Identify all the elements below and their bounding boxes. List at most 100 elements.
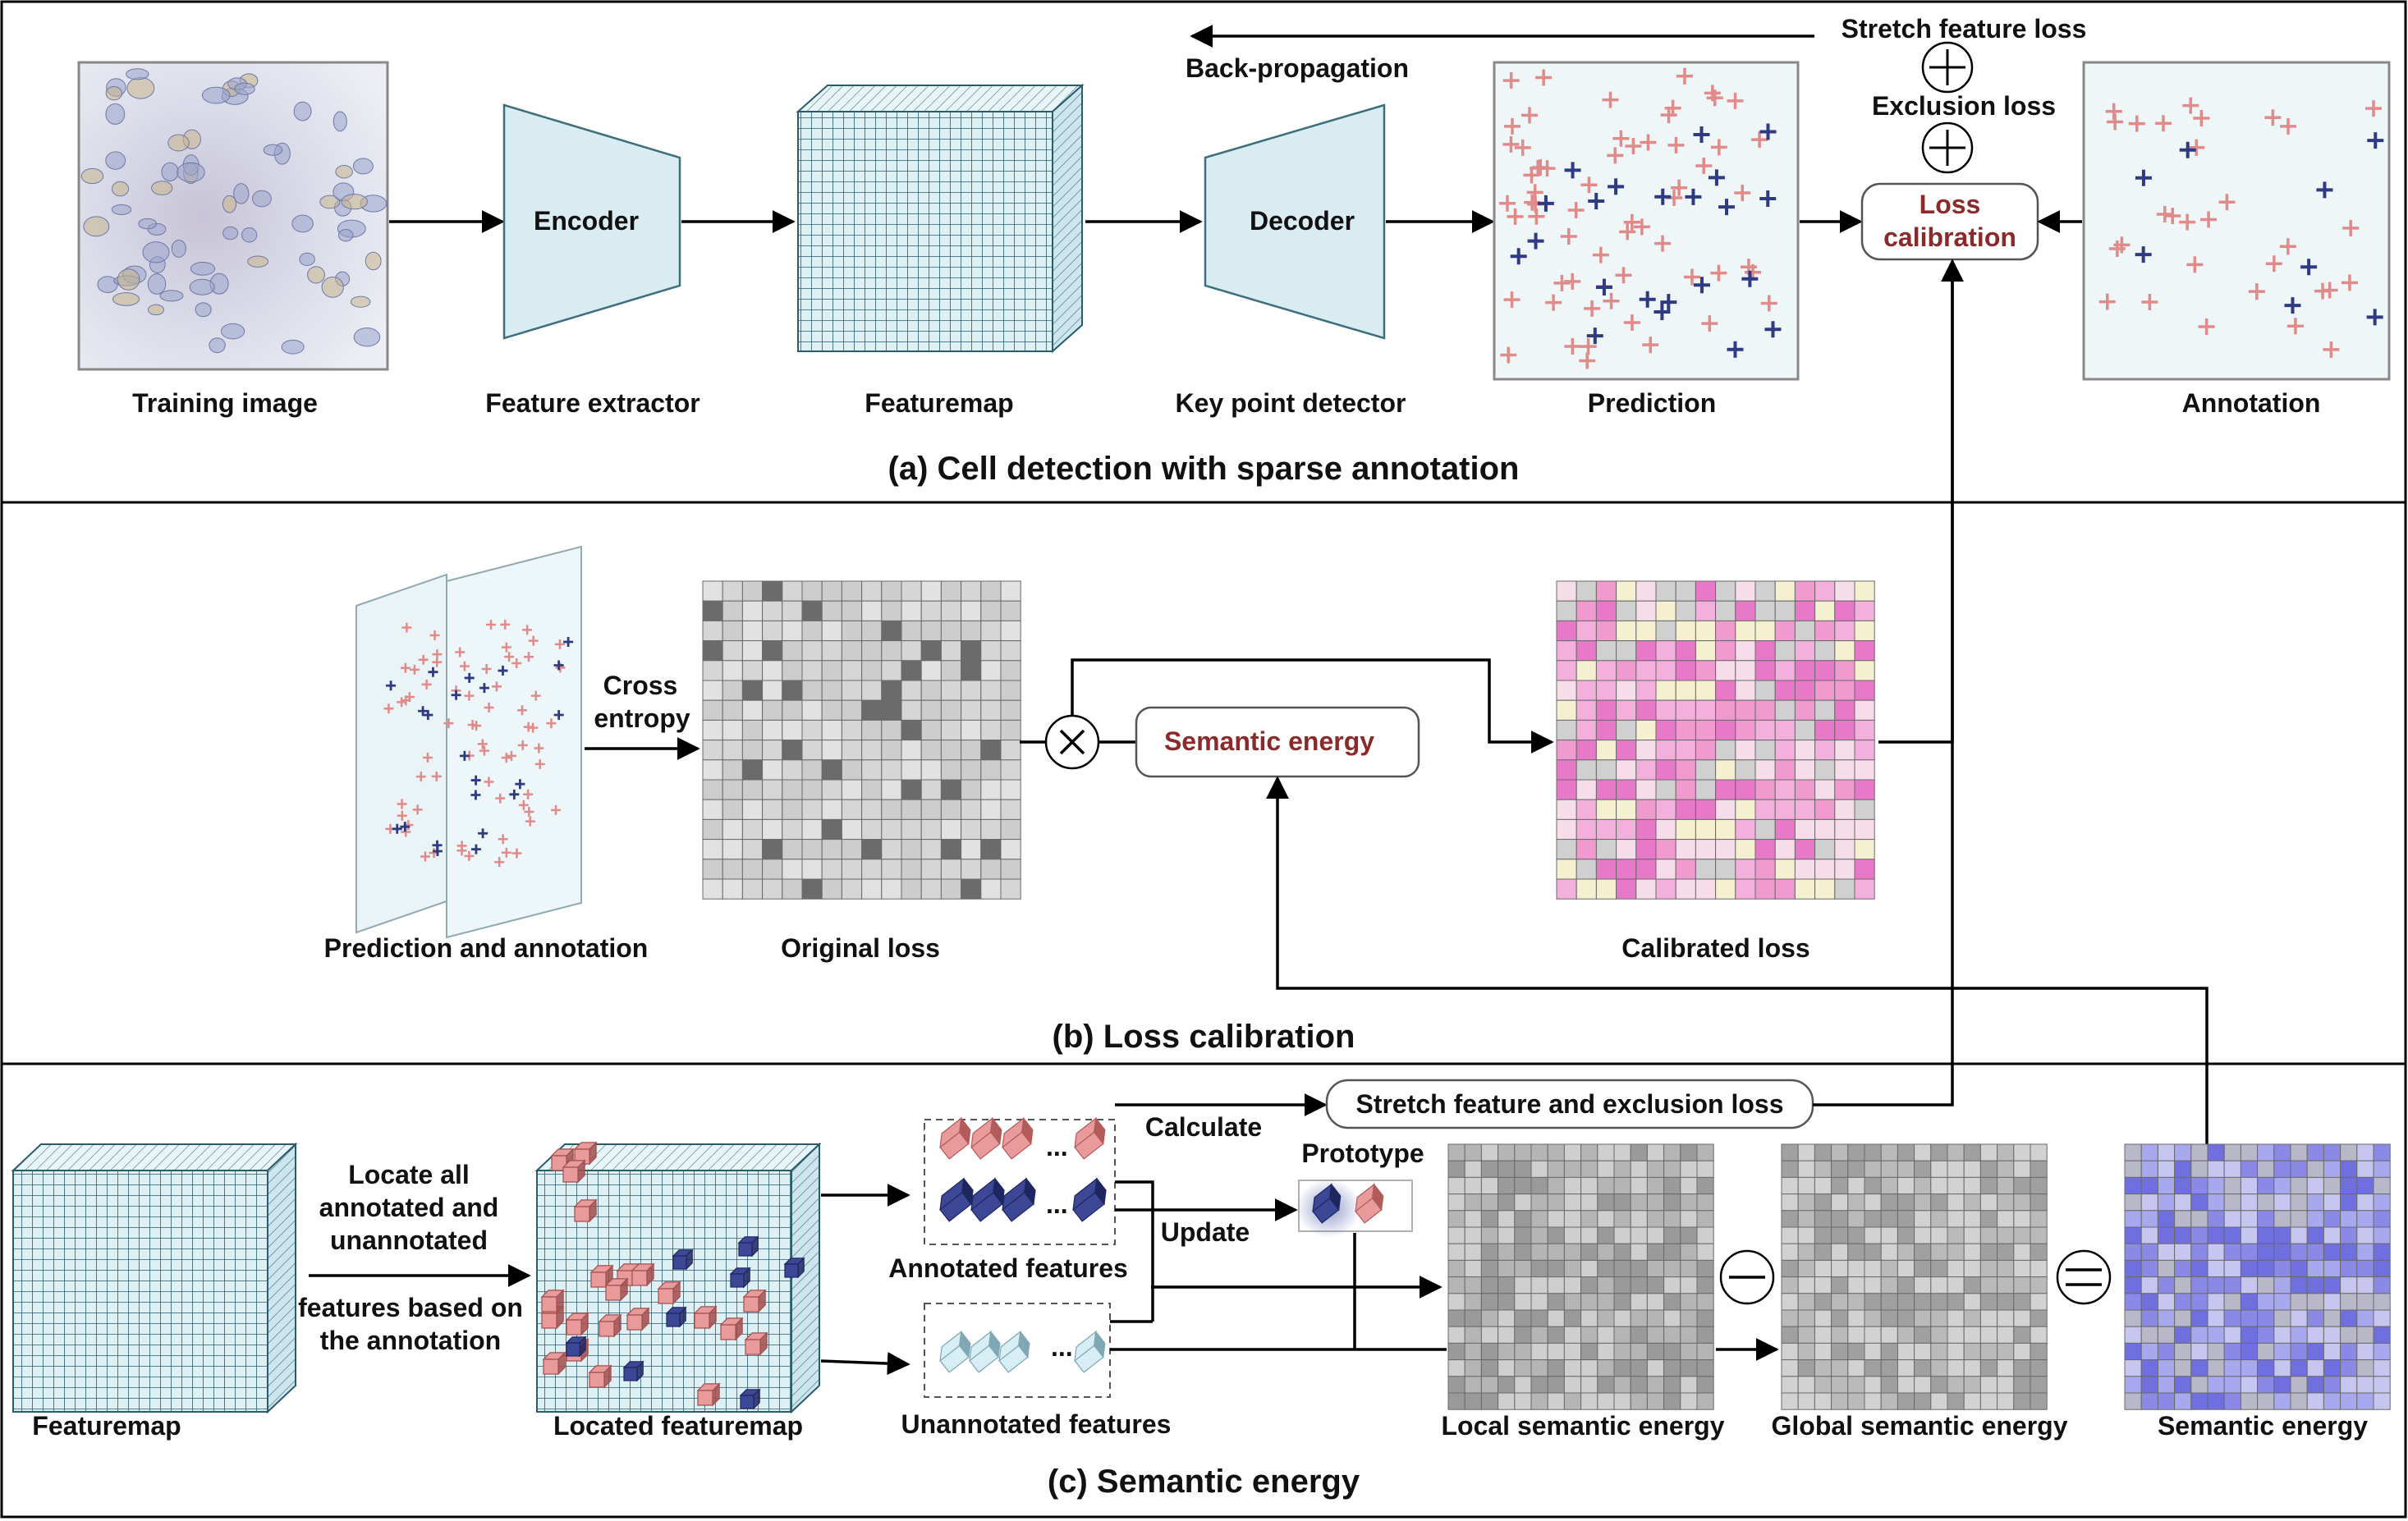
- grid-cell: [1774, 719, 1796, 741]
- grid-cell: [2240, 1259, 2259, 1278]
- grid-cell: [1831, 1326, 1849, 1344]
- grid-cell: [881, 680, 902, 701]
- grid-cell: [1696, 1143, 1714, 1161]
- marker-plus: [553, 660, 564, 671]
- grid-cell: [1613, 1259, 1631, 1278]
- cross-entropy-line2: entropy: [594, 703, 690, 733]
- annotated-features-label: Annotated features: [888, 1253, 1128, 1283]
- marker-plus: [1615, 267, 1632, 284]
- grid-cell: [1897, 1326, 1915, 1344]
- grid-cell: [2257, 1276, 2275, 1294]
- grid-cell: [2124, 1160, 2142, 1178]
- grid-cell: [1580, 1243, 1598, 1261]
- grid-cell: [1794, 779, 1816, 800]
- grid-cell: [2340, 1359, 2358, 1377]
- grid-cell: [1947, 1309, 1965, 1327]
- grid-cell: [2290, 1326, 2308, 1344]
- marker-plus: [418, 654, 429, 665]
- grid-cell: [1847, 1309, 1865, 1327]
- grid-cell: [1797, 1226, 1815, 1244]
- grid-cell: [782, 839, 803, 860]
- grid-cell: [1947, 1160, 1965, 1178]
- grid-cell: [1663, 1226, 1681, 1244]
- grid-cell: [1715, 719, 1736, 741]
- grid-cell: [762, 600, 783, 621]
- grid-cell: [1695, 660, 1717, 681]
- grid-cell: [920, 719, 942, 741]
- encoder-trapezoid: [502, 103, 681, 340]
- grid-cell: [920, 600, 942, 621]
- back-propagation-label: Back-propagation: [1186, 53, 1409, 83]
- grid-cell: [1834, 818, 1855, 841]
- cube-icon: [658, 1288, 674, 1304]
- featuremap-cube-c: [11, 1142, 298, 1414]
- grid-cell: [1675, 878, 1696, 900]
- grid-cell: [2373, 1160, 2391, 1178]
- grid-cell: [1464, 1392, 1482, 1410]
- grid-cell: [2273, 1160, 2291, 1178]
- cube-icon: [566, 1342, 580, 1357]
- grid-cell: [2373, 1326, 2391, 1344]
- grid-cell: [940, 839, 962, 860]
- grid-cell: [1556, 779, 1577, 800]
- grid-cell: [2257, 1259, 2275, 1278]
- grid-cell: [901, 878, 922, 900]
- grid-cell: [2340, 1376, 2358, 1394]
- grid-cell: [961, 740, 982, 761]
- grid-cell: [1675, 839, 1696, 860]
- grid-cell: [1613, 1193, 1631, 1212]
- grid-cell: [1914, 1160, 1932, 1178]
- grid-cell: [1464, 1259, 1482, 1278]
- global-semantic-energy-grid: [1781, 1143, 2048, 1410]
- grid-cell: [1447, 1210, 1465, 1228]
- grid-cell: [782, 740, 803, 761]
- marker-plus: [1640, 134, 1657, 151]
- grid-cell: [1930, 1359, 1948, 1377]
- grid-cell: [920, 740, 942, 761]
- grid-cell: [1696, 1359, 1714, 1377]
- grid-cell: [2190, 1309, 2208, 1327]
- grid-cell: [920, 839, 942, 860]
- grid-cell: [702, 580, 723, 602]
- grid-cell: [1695, 759, 1717, 781]
- grid-cell: [1514, 1359, 1532, 1377]
- cube-icon: [566, 1319, 582, 1335]
- cell-nucleus: [222, 195, 237, 213]
- grid-cell: [1547, 1342, 1565, 1361]
- grid-cell: [2356, 1176, 2374, 1195]
- grid-cell: [1735, 620, 1756, 642]
- grid-cell: [1847, 1160, 1865, 1178]
- minus-operator-icon: [1719, 1249, 1775, 1305]
- grid-cell: [2306, 1359, 2324, 1377]
- grid-cell: [1814, 1193, 1832, 1212]
- grid-cell: [1715, 699, 1736, 721]
- grid-cell: [1613, 1243, 1631, 1261]
- grid-cell: [901, 719, 922, 741]
- grid-cell: [1814, 1342, 1832, 1361]
- grid-cell: [1695, 640, 1717, 662]
- grid-cell: [1696, 1309, 1714, 1327]
- grid-cell: [741, 878, 764, 900]
- grid-cell: [2157, 1293, 2176, 1311]
- grid-cell: [2124, 1176, 2142, 1195]
- grid-cell: [2013, 1392, 2031, 1410]
- marker-plus: [1759, 123, 1777, 140]
- grid-cell: [1447, 1376, 1465, 1394]
- cell-nucleus: [350, 295, 371, 308]
- grid-cell: [2140, 1392, 2158, 1410]
- grid-cell: [2290, 1342, 2308, 1361]
- grid-cell: [1447, 1342, 1465, 1361]
- grid-cell: [2030, 1259, 2048, 1278]
- cell-nucleus: [147, 273, 167, 295]
- grid-cell: [1963, 1176, 1981, 1195]
- grid-cell: [1646, 1276, 1665, 1294]
- grid-cell: [801, 839, 823, 860]
- grid-cell: [1613, 1210, 1631, 1228]
- grid-cell: [1695, 818, 1717, 841]
- cube-icon: [738, 1242, 753, 1257]
- grid-cell: [2323, 1376, 2341, 1394]
- grid-cell: [1695, 699, 1717, 721]
- calculate-label: Calculate: [1145, 1112, 1262, 1142]
- grid-cell: [821, 740, 842, 761]
- grid-cell: [1834, 799, 1855, 820]
